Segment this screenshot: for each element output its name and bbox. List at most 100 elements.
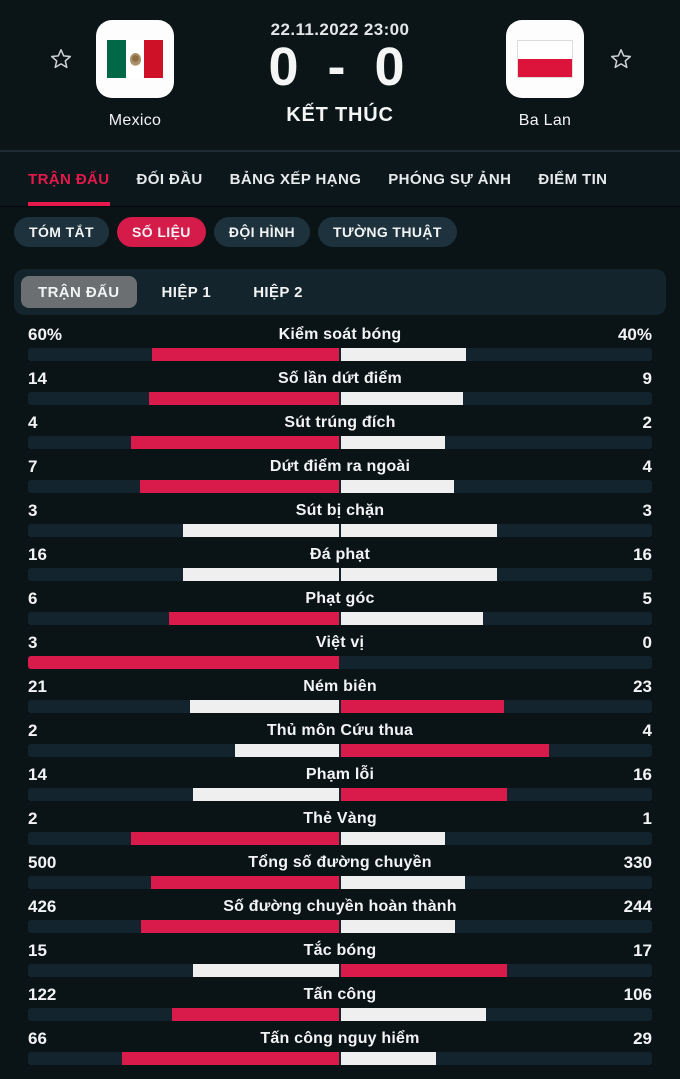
subtab-tom-tat[interactable]: TÓM TẮT bbox=[14, 217, 110, 247]
tab-tran-dau[interactable]: TRẬN ĐẤU bbox=[28, 152, 110, 206]
stat-label: Số lần dứt điểm bbox=[278, 370, 402, 387]
stat-row-dangerous-attacks: 66 Tấn công nguy hiểm 29 bbox=[0, 1027, 680, 1071]
stat-line: 2 Thủ môn Cứu thua 4 bbox=[28, 719, 652, 743]
stat-line: 3 Việt vị 0 bbox=[28, 631, 652, 655]
segment-hiep-1[interactable]: HIỆP 1 bbox=[161, 283, 212, 301]
home-team[interactable]: Mexico bbox=[75, 20, 195, 130]
favorite-home-button[interactable] bbox=[46, 44, 76, 74]
star-icon bbox=[50, 49, 72, 69]
stat-away-value: 3 bbox=[642, 501, 652, 520]
stat-row-shots-off-target: 7 Dứt điểm ra ngoài 4 bbox=[0, 455, 680, 499]
main-tab-bar: TRẬN ĐẤU ĐỐI ĐẦU BẢNG XẾP HẠNG PHÓNG SỰ ẢNH… bbox=[0, 150, 680, 207]
subtab-tuong-thuat[interactable]: TƯỜNG THUẬT bbox=[318, 217, 457, 247]
stat-bar-home bbox=[168, 612, 339, 625]
stat-row-possession: 60% Kiểm soát bóng 40% bbox=[0, 323, 680, 367]
stat-bar-home bbox=[193, 788, 339, 801]
stat-home-value: 4 bbox=[28, 413, 38, 432]
stat-row-tackles: 15 Tắc bóng 17 bbox=[0, 939, 680, 983]
stat-line: 3 Sút bị chặn 3 bbox=[28, 499, 652, 523]
stat-home-value: 7 bbox=[28, 457, 38, 476]
stat-line: 14 Phạm lỗi 16 bbox=[28, 763, 652, 787]
tab-bang-xep-hang[interactable]: BẢNG XẾP HẠNG bbox=[229, 170, 362, 188]
stat-bar-away bbox=[341, 876, 466, 889]
tab-diem-tin[interactable]: ĐIỂM TIN bbox=[538, 170, 608, 188]
stat-bar-track bbox=[28, 612, 652, 625]
stat-label: Phạm lỗi bbox=[305, 766, 375, 783]
stat-label: Thủ môn Cứu thua bbox=[266, 722, 414, 739]
stat-bar-home bbox=[149, 392, 339, 405]
stat-bar-track bbox=[28, 480, 652, 493]
stat-bar-away bbox=[341, 920, 455, 933]
stat-label: Dứt điểm ra ngoài bbox=[269, 458, 411, 475]
stat-bar-track bbox=[28, 788, 652, 801]
stat-label: Tấn công nguy hiểm bbox=[260, 1030, 420, 1047]
stat-bar-away bbox=[341, 524, 497, 537]
stat-bar-track bbox=[28, 568, 652, 581]
subtab-doi-hinh[interactable]: ĐỘI HÌNH bbox=[213, 217, 311, 247]
stat-row-offsides: 3 Việt vị 0 bbox=[0, 631, 680, 675]
segment-hiep-2[interactable]: HIỆP 2 bbox=[253, 283, 303, 301]
stat-row-free-kicks: 16 Đá phạt 16 bbox=[0, 543, 680, 587]
stat-home-value: 14 bbox=[28, 765, 47, 784]
stat-bar-away bbox=[341, 348, 466, 361]
stat-away-value: 17 bbox=[633, 941, 652, 960]
stat-home-value: 426 bbox=[28, 897, 57, 916]
stat-away-value: 16 bbox=[633, 545, 652, 564]
stat-label: Số đường chuyền hoàn thành bbox=[223, 898, 457, 915]
stat-away-value: 9 bbox=[642, 369, 652, 388]
stat-bar-home bbox=[131, 832, 339, 845]
home-team-logo-box bbox=[96, 20, 174, 98]
stat-line: 122 Tấn công 106 bbox=[28, 983, 652, 1007]
stat-row-fouls: 14 Phạm lỗi 16 bbox=[0, 763, 680, 807]
mexico-flag-icon bbox=[107, 40, 163, 78]
tab-phong-su-anh[interactable]: PHÓNG SỰ ẢNH bbox=[388, 170, 512, 188]
stat-bar-away bbox=[341, 392, 464, 405]
away-team[interactable]: Ba Lan bbox=[485, 20, 605, 130]
stat-line: 2 Thẻ Vàng 1 bbox=[28, 807, 652, 831]
stat-home-value: 3 bbox=[28, 501, 38, 520]
stat-row-yellow-cards: 2 Thẻ Vàng 1 bbox=[0, 807, 680, 851]
stat-row-total-shots: 14 Số lần dứt điểm 9 bbox=[0, 367, 680, 411]
match-datetime: 22.11.2022 23:00 bbox=[270, 20, 410, 39]
stat-line: 7 Dứt điểm ra ngoài 4 bbox=[28, 455, 652, 479]
stat-bar-home bbox=[28, 656, 339, 669]
stat-home-value: 122 bbox=[28, 985, 57, 1004]
stat-bar-track bbox=[28, 920, 652, 933]
stat-row-corners: 6 Phạt góc 5 bbox=[0, 587, 680, 631]
stat-home-value: 6 bbox=[28, 589, 38, 608]
match-header: 22.11.2022 23:00 0 - 0 KẾT THÚC Mexic bbox=[0, 0, 680, 150]
stat-bar-away bbox=[341, 1052, 437, 1065]
stat-label: Đá phạt bbox=[309, 546, 371, 563]
stat-away-value: 4 bbox=[642, 457, 652, 476]
stat-row-completed-passes: 426 Số đường chuyền hoàn thành 244 bbox=[0, 895, 680, 939]
stat-bar-track bbox=[28, 876, 652, 889]
stat-row-goalkeeper-saves: 2 Thủ môn Cứu thua 4 bbox=[0, 719, 680, 763]
stat-bar-home bbox=[140, 480, 339, 493]
match-score: 0 - 0 bbox=[268, 37, 412, 97]
stat-label: Thẻ Vàng bbox=[303, 810, 377, 827]
poland-flag-icon bbox=[517, 40, 573, 78]
subtab-so-lieu[interactable]: SỐ LIỆU bbox=[117, 217, 206, 247]
stat-line: 14 Số lần dứt điểm 9 bbox=[28, 367, 652, 391]
stat-row-attacks: 122 Tấn công 106 bbox=[0, 983, 680, 1027]
tab-doi-dau[interactable]: ĐỐI ĐẦU bbox=[136, 170, 203, 188]
segment-tran-dau[interactable]: TRẬN ĐẤU bbox=[21, 276, 137, 308]
stat-label: Ném biên bbox=[303, 678, 377, 695]
stat-bar-home bbox=[183, 524, 339, 537]
favorite-away-button[interactable] bbox=[606, 44, 636, 74]
stat-away-value: 244 bbox=[623, 897, 652, 916]
stat-bar-home bbox=[151, 348, 339, 361]
stat-bar-track bbox=[28, 656, 652, 669]
stat-label: Phạt góc bbox=[305, 590, 375, 607]
stat-bar-track bbox=[28, 1008, 652, 1021]
stat-row-blocked-shots: 3 Sút bị chặn 3 bbox=[0, 499, 680, 543]
stat-bar-away bbox=[341, 744, 549, 757]
stat-line: 426 Số đường chuyền hoàn thành 244 bbox=[28, 895, 652, 919]
stat-away-value: 16 bbox=[633, 765, 652, 784]
away-team-logo-box bbox=[506, 20, 584, 98]
stat-bar-away bbox=[341, 568, 497, 581]
stat-home-value: 2 bbox=[28, 721, 38, 740]
stat-bar-away bbox=[341, 832, 445, 845]
stat-bar-home bbox=[122, 1052, 339, 1065]
